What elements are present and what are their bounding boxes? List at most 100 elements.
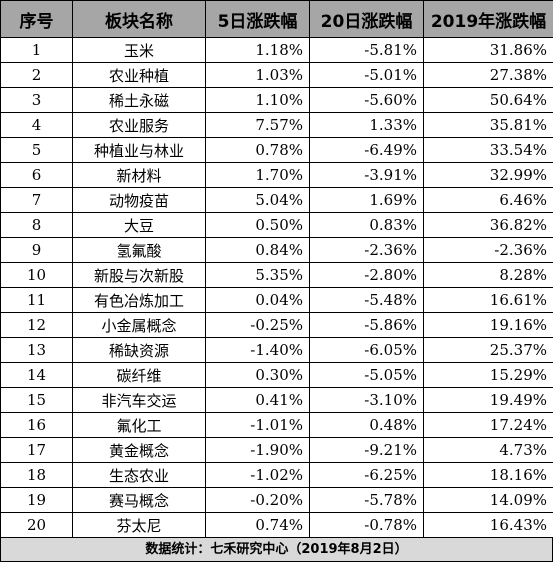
change-2019-cell: 32.99% [423,162,553,188]
sector-name-cell: 稀土永磁 [72,87,206,113]
change-20day-cell: -5.01% [309,62,424,88]
change-2019-cell: 36.82% [423,212,553,238]
sector-name-cell: 有色冶炼加工 [72,287,206,313]
header-2019-change: 2019年涨跌幅 [423,0,553,38]
change-2019-cell: 50.64% [423,87,553,113]
header-5day-change: 5日涨跌幅 [205,0,310,38]
row-index-cell: 10 [0,262,73,288]
change-2019-cell: 15.29% [423,362,553,388]
data-source-footer: 数据统计：七禾研究中心（2019年8月2日） [0,537,553,562]
change-5day-cell: 0.04% [205,287,310,313]
change-2019-cell: 19.16% [423,312,553,338]
change-5day-cell: -0.20% [205,487,310,513]
change-20day-cell: -9.21% [309,437,424,463]
change-5day-cell: 5.04% [205,187,310,213]
sector-name-cell: 玉米 [72,37,206,63]
sector-name-cell: 新股与次新股 [72,262,206,288]
sector-name-cell: 赛马概念 [72,487,206,513]
row-index-cell: 16 [0,412,73,438]
row-index-cell: 12 [0,312,73,338]
table-row: 3 稀土永磁 1.10% -5.60% 50.64% [0,87,553,113]
sector-name-cell: 稀缺资源 [72,337,206,363]
table-row: 18 生态农业 -1.02% -6.25% 18.16% [0,462,553,488]
change-20day-cell: -3.91% [309,162,424,188]
change-20day-cell: -5.05% [309,362,424,388]
change-20day-cell: 0.83% [309,212,424,238]
sector-name-cell: 大豆 [72,212,206,238]
change-20day-cell: -6.25% [309,462,424,488]
change-2019-cell: 18.16% [423,462,553,488]
header-20day-change: 20日涨跌幅 [309,0,424,38]
change-20day-cell: -2.80% [309,262,424,288]
change-20day-cell: -5.78% [309,487,424,513]
row-index-cell: 19 [0,487,73,513]
sector-name-cell: 非汽车交运 [72,387,206,413]
sector-name-cell: 农业服务 [72,112,206,138]
change-2019-cell: 25.37% [423,337,553,363]
sector-name-cell: 氢氟酸 [72,237,206,263]
change-5day-cell: 0.78% [205,137,310,163]
table-row: 14 碳纤维 0.30% -5.05% 15.29% [0,362,553,388]
row-index-cell: 9 [0,237,73,263]
table-row: 1 玉米 1.18% -5.81% 31.86% [0,37,553,63]
table-row: 15 非汽车交运 0.41% -3.10% 19.49% [0,387,553,413]
row-index-cell: 1 [0,37,73,63]
table-row: 2 农业种植 1.03% -5.01% 27.38% [0,62,553,88]
header-sector-name: 板块名称 [72,0,206,38]
change-2019-cell: 35.81% [423,112,553,138]
sector-name-cell: 小金属概念 [72,312,206,338]
change-5day-cell: 0.74% [205,512,310,538]
sector-name-cell: 生态农业 [72,462,206,488]
change-20day-cell: 0.48% [309,412,424,438]
change-20day-cell: -5.86% [309,312,424,338]
table-row: 4 农业服务 7.57% 1.33% 35.81% [0,112,553,138]
sector-performance-table-container: 序号 板块名称 5日涨跌幅 20日涨跌幅 2019年涨跌幅 1 玉米 1.18% -5… [0,0,553,538]
change-5day-cell: -1.02% [205,462,310,488]
sector-name-cell: 芬太尼 [72,512,206,538]
table-row: 8 大豆 0.50% 0.83% 36.82% [0,212,553,238]
change-2019-cell: 14.09% [423,487,553,513]
change-2019-cell: 19.49% [423,387,553,413]
table-row: 9 氢氟酸 0.84% -2.36% -2.36% [0,237,553,263]
table-header-row: 序号 板块名称 5日涨跌幅 20日涨跌幅 2019年涨跌幅 [0,0,553,38]
change-2019-cell: 8.28% [423,262,553,288]
change-2019-cell: 16.43% [423,512,553,538]
table-row: 5 种植业与林业 0.78% -6.49% 33.54% [0,137,553,163]
header-index: 序号 [0,0,73,38]
sector-performance-table: 序号 板块名称 5日涨跌幅 20日涨跌幅 2019年涨跌幅 1 玉米 1.18% -5… [0,0,553,538]
change-20day-cell: -6.49% [309,137,424,163]
row-index-cell: 17 [0,437,73,463]
change-5day-cell: 0.84% [205,237,310,263]
table-row: 7 动物疫苗 5.04% 1.69% 6.46% [0,187,553,213]
change-2019-cell: 31.86% [423,37,553,63]
row-index-cell: 6 [0,162,73,188]
change-20day-cell: -5.48% [309,287,424,313]
row-index-cell: 3 [0,87,73,113]
change-5day-cell: 0.50% [205,212,310,238]
row-index-cell: 8 [0,212,73,238]
table-row: 16 氟化工 -1.01% 0.48% 17.24% [0,412,553,438]
change-20day-cell: -5.81% [309,37,424,63]
change-2019-cell: 16.61% [423,287,553,313]
sector-name-cell: 农业种植 [72,62,206,88]
row-index-cell: 2 [0,62,73,88]
change-2019-cell: -2.36% [423,237,553,263]
table-row: 10 新股与次新股 5.35% -2.80% 8.28% [0,262,553,288]
change-5day-cell: -0.25% [205,312,310,338]
change-5day-cell: 1.03% [205,62,310,88]
row-index-cell: 4 [0,112,73,138]
sector-name-cell: 黄金概念 [72,437,206,463]
table-row: 11 有色冶炼加工 0.04% -5.48% 16.61% [0,287,553,313]
sector-name-cell: 碳纤维 [72,362,206,388]
change-5day-cell: -1.01% [205,412,310,438]
table-row: 20 芬太尼 0.74% -0.78% 16.43% [0,512,553,538]
change-5day-cell: 1.18% [205,37,310,63]
sector-name-cell: 动物疫苗 [72,187,206,213]
row-index-cell: 15 [0,387,73,413]
change-2019-cell: 17.24% [423,412,553,438]
row-index-cell: 13 [0,337,73,363]
sector-name-cell: 种植业与林业 [72,137,206,163]
change-5day-cell: 1.70% [205,162,310,188]
change-2019-cell: 33.54% [423,137,553,163]
change-5day-cell: 7.57% [205,112,310,138]
